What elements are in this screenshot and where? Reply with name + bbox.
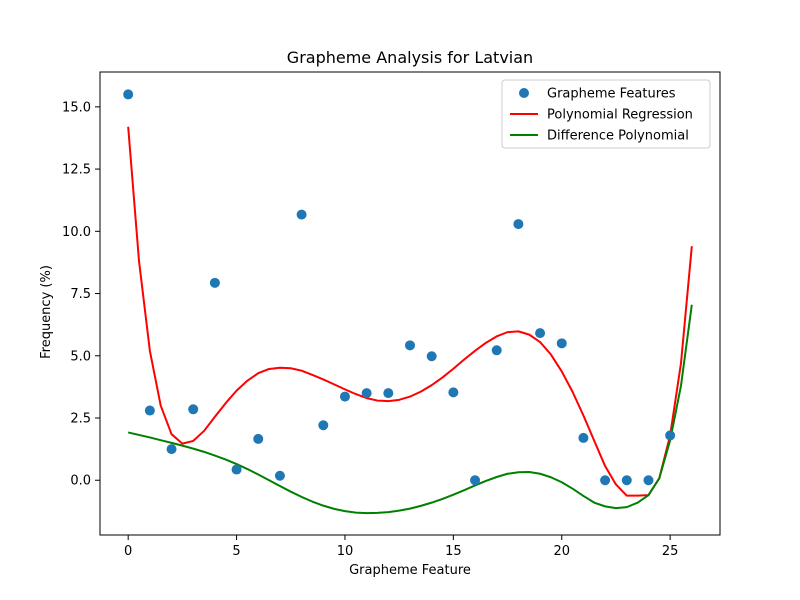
legend-label: Difference Polynomial	[547, 129, 689, 144]
scatter-point	[361, 388, 372, 399]
scatter-point	[296, 209, 307, 220]
scatter-point	[621, 475, 632, 486]
y-tick-label: 5.0	[70, 349, 91, 364]
scatter-point	[144, 405, 155, 416]
legend-label: Polynomial Regression	[547, 108, 693, 123]
scatter-point	[665, 430, 676, 441]
legend-marker	[519, 88, 529, 98]
scatter-point	[448, 387, 459, 398]
y-axis-label: Frequency (%)	[39, 265, 54, 359]
scatter-point	[513, 219, 524, 230]
y-tick-label: 2.5	[70, 412, 91, 427]
x-tick-label: 10	[337, 544, 354, 559]
y-tick-label: 15.0	[62, 100, 91, 115]
x-tick-label: 15	[445, 544, 462, 559]
scatter-point	[426, 351, 437, 362]
x-tick-label: 20	[553, 544, 570, 559]
plot-area: 0 5 10 15 20 25 0.0 2.5 5.0 7.5 10.0 12.5 15.0	[62, 71, 721, 559]
axes-frame	[99, 71, 721, 536]
scatter-point	[166, 444, 177, 455]
series-line-2	[127, 304, 693, 515]
chart-title: Grapheme Analysis for Latvian	[287, 48, 533, 67]
scatter-point	[383, 388, 394, 399]
scatter-point	[209, 277, 220, 288]
legend-label: Grapheme Features	[547, 87, 676, 102]
scatter-point	[535, 328, 546, 339]
scatter-point	[491, 345, 502, 356]
legend: Grapheme Features Polynomial Regression Di…	[501, 79, 711, 149]
x-tick-label: 25	[662, 544, 679, 559]
scatter-point	[339, 391, 350, 402]
x-tick-label: 5	[232, 544, 240, 559]
scatter-point	[123, 89, 134, 100]
y-tick-label: 10.0	[62, 225, 91, 240]
x-axis-label: Grapheme Feature	[349, 563, 471, 578]
scatter-point	[253, 433, 264, 444]
scatter-point	[556, 338, 567, 349]
y-tick-label: 0.0	[70, 474, 91, 489]
scatter-point	[600, 475, 611, 486]
scatter-point	[231, 464, 242, 475]
y-tick-label: 7.5	[70, 287, 91, 302]
x-tick-label: 0	[124, 544, 132, 559]
scatter-point	[318, 420, 329, 431]
legend-box	[501, 79, 711, 149]
y-tick-label: 12.5	[62, 163, 91, 178]
scatter-point	[578, 432, 589, 443]
series-line-1	[127, 126, 693, 497]
scatter-point	[470, 475, 481, 486]
scatter-point	[274, 470, 285, 481]
scatter-point	[188, 404, 199, 415]
scatter-point	[405, 340, 415, 351]
scatter-point	[643, 475, 654, 486]
